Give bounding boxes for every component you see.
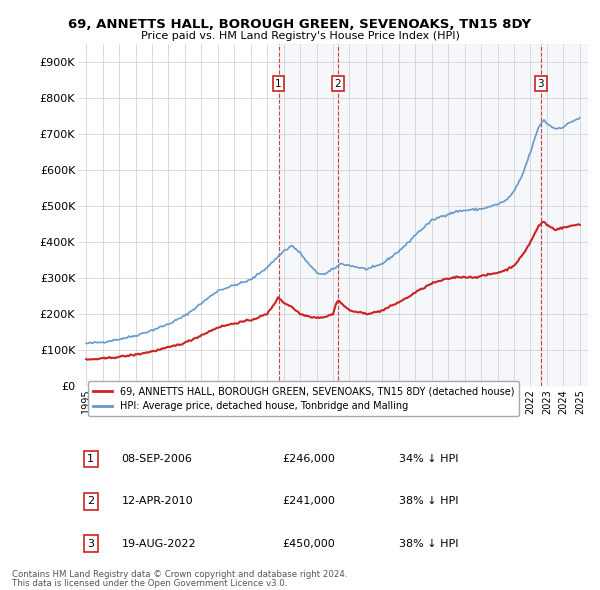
Text: 19-AUG-2022: 19-AUG-2022 [121, 539, 196, 549]
Legend: 69, ANNETTS HALL, BOROUGH GREEN, SEVENOAKS, TN15 8DY (detached house), HPI: Aver: 69, ANNETTS HALL, BOROUGH GREEN, SEVENOA… [88, 381, 520, 416]
Bar [541, 44, 588, 386]
Text: 2: 2 [87, 496, 94, 506]
Text: £241,000: £241,000 [282, 496, 335, 506]
Text: 08-SEP-2006: 08-SEP-2006 [121, 454, 192, 464]
Text: This data is licensed under the Open Government Licence v3.0.: This data is licensed under the Open Gov… [12, 579, 287, 588]
Text: 38% ↓ HPI: 38% ↓ HPI [400, 496, 459, 506]
Text: 1: 1 [87, 454, 94, 464]
Text: £450,000: £450,000 [282, 539, 335, 549]
Text: Price paid vs. HM Land Registry's House Price Index (HPI): Price paid vs. HM Land Registry's House … [140, 31, 460, 41]
Bar [278, 44, 338, 386]
Text: 3: 3 [538, 79, 544, 89]
Text: 34% ↓ HPI: 34% ↓ HPI [400, 454, 459, 464]
Bar [338, 44, 541, 386]
Text: Contains HM Land Registry data © Crown copyright and database right 2024.: Contains HM Land Registry data © Crown c… [12, 570, 347, 579]
Text: 69, ANNETTS HALL, BOROUGH GREEN, SEVENOAKS, TN15 8DY: 69, ANNETTS HALL, BOROUGH GREEN, SEVENOA… [68, 18, 532, 31]
Text: 2: 2 [334, 79, 341, 89]
Text: 1: 1 [275, 79, 282, 89]
Text: 3: 3 [87, 539, 94, 549]
Text: £246,000: £246,000 [282, 454, 335, 464]
Text: 38% ↓ HPI: 38% ↓ HPI [400, 539, 459, 549]
Text: 12-APR-2010: 12-APR-2010 [121, 496, 193, 506]
